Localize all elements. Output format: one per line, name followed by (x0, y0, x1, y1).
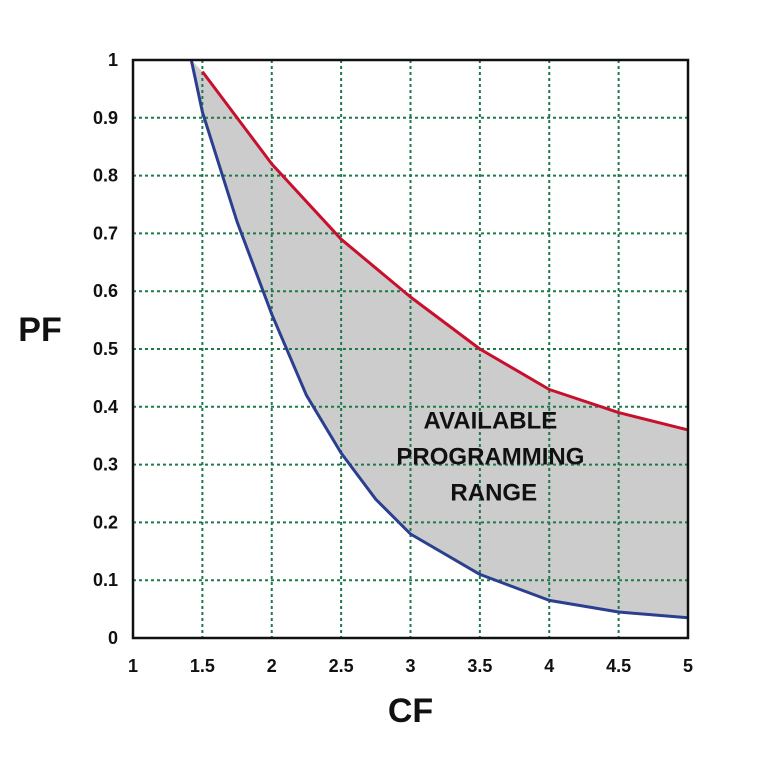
x-axis-title: CF (388, 692, 433, 730)
annotation-line-3: RANGE (450, 480, 537, 507)
y-tick-label: 0.4 (93, 397, 118, 417)
y-tick-label: 0.2 (93, 512, 118, 532)
available-range-fill (191, 60, 689, 618)
y-tick-label: 0.7 (93, 223, 118, 243)
y-tick-label: 0.5 (93, 339, 118, 359)
y-tick-label: 0 (108, 628, 118, 648)
x-tick-label: 2 (267, 656, 277, 676)
y-tick-label: 0.8 (93, 166, 118, 186)
y-tick-label: 1 (108, 50, 118, 70)
x-tick-label: 4.5 (606, 656, 631, 676)
range-annotation: AVAILABLE PROGRAMMING RANGE (396, 408, 591, 507)
x-tick-label: 3.5 (467, 656, 492, 676)
y-tick-label: 0.1 (93, 570, 118, 590)
annotation-line-1: AVAILABLE (424, 408, 558, 435)
y-axis-title: PF (18, 311, 61, 349)
x-tick-label: 4 (544, 656, 554, 676)
y-tick-labels: 0 0.1 0.2 0.3 0.4 0.5 0.6 0.7 0.8 0.9 1 (93, 50, 118, 648)
annotation-line-2: PROGRAMMING (396, 444, 584, 471)
y-tick-label: 0.6 (93, 281, 118, 301)
plot-frame (131, 58, 690, 640)
x-tick-label: 3 (405, 656, 415, 676)
x-tick-label: 5 (683, 656, 693, 676)
x-tick-labels: 1 1.5 2 2.5 3 3.5 4 4.5 5 (128, 656, 693, 676)
x-tick-label: 1 (128, 656, 138, 676)
y-tick-label: 0.3 (93, 455, 118, 475)
x-tick-label: 2.5 (329, 656, 354, 676)
upper-limit-curve (201, 70, 689, 432)
x-tick-label: 1.5 (190, 656, 215, 676)
lower-limit-curve (189, 59, 689, 620)
y-tick-label: 0.9 (93, 108, 118, 128)
